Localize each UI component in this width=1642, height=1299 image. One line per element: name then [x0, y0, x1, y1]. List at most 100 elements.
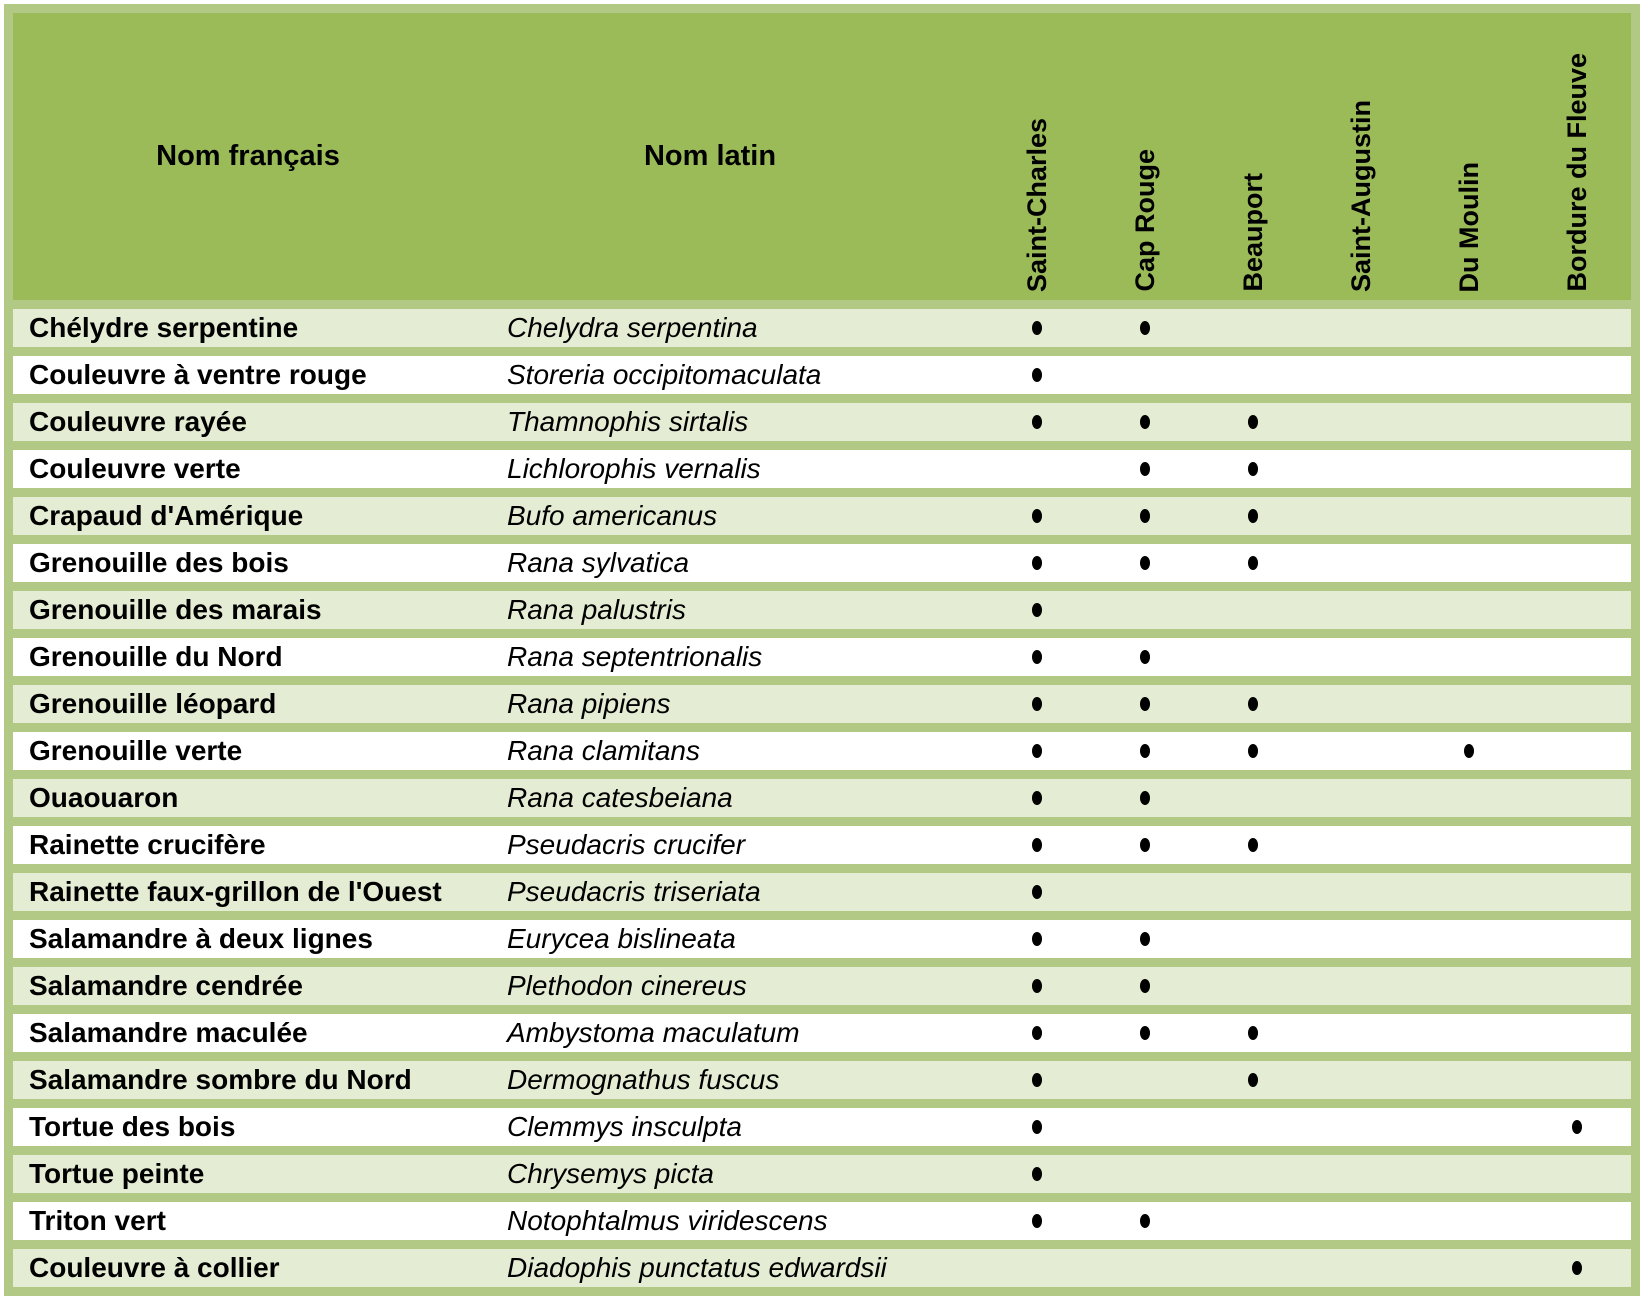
presence-cell-saint-charles [983, 403, 1091, 441]
presence-dot-icon [1140, 744, 1150, 758]
presence-cell-saint-charles [983, 920, 1091, 958]
table-header-row: Nom français Nom latin Saint-Charles Cap … [13, 13, 1631, 300]
presence-cell-saint-augustin [1307, 450, 1415, 488]
presence-dot-icon [1248, 462, 1258, 476]
presence-cell-saint-augustin [1307, 1155, 1415, 1193]
presence-cell-saint-charles [983, 779, 1091, 817]
presence-cell-beauport [1199, 497, 1307, 535]
presence-cell-saint-augustin [1307, 826, 1415, 864]
french-name-text: Crapaud d'Amérique [29, 500, 304, 531]
latin-name-text: Bufo americanus [507, 500, 718, 531]
french-name-cell: Salamandre sombre du Nord [13, 1064, 483, 1096]
presence-dot-icon [1032, 650, 1042, 664]
french-header-label: Nom français [156, 140, 340, 172]
presence-cell-beauport [1199, 309, 1307, 347]
presence-cell-du-moulin [1415, 450, 1523, 488]
presence-cell-bordure-du-fleuve [1523, 497, 1631, 535]
french-name-cell: Tortue des bois [13, 1111, 483, 1143]
table-row: Grenouille des marais Rana palustris [13, 591, 1631, 629]
presence-cell-saint-augustin [1307, 1249, 1415, 1287]
presence-dot-icon [1032, 979, 1042, 993]
column-header-du-moulin: Du Moulin [1415, 13, 1523, 300]
presence-cell-du-moulin [1415, 685, 1523, 723]
presence-cell-bordure-du-fleuve [1523, 1202, 1631, 1240]
french-name-text: Salamandre cendrée [29, 970, 303, 1001]
column-header-bordure-du-fleuve: Bordure du Fleuve [1523, 13, 1631, 300]
french-name-cell: Couleuvre verte [13, 453, 483, 485]
presence-dot-icon [1248, 697, 1258, 711]
presence-cell-saint-charles [983, 1014, 1091, 1052]
presence-cell-du-moulin [1415, 732, 1523, 770]
presence-dot-icon [1032, 932, 1042, 946]
presence-cell-cap-rouge [1091, 920, 1199, 958]
latin-name-cell: Dermognathus fuscus [483, 1064, 983, 1096]
presence-cell-cap-rouge [1091, 1014, 1199, 1052]
french-name-text: Tortue des bois [29, 1111, 236, 1142]
latin-name-text: Rana catesbeiana [507, 782, 733, 813]
presence-cell-saint-charles [983, 544, 1091, 582]
french-name-cell: Rainette crucifère [13, 829, 483, 861]
location-header-label: Bordure du Fleuve [1561, 53, 1592, 292]
presence-cell-beauport [1199, 1061, 1307, 1099]
presence-dot-icon [1140, 462, 1150, 476]
presence-cell-du-moulin [1415, 779, 1523, 817]
presence-cell-du-moulin [1415, 591, 1523, 629]
presence-cell-saint-augustin [1307, 732, 1415, 770]
presence-dot-icon [1032, 1073, 1042, 1087]
presence-dot-icon [1032, 509, 1042, 523]
presence-dot-icon [1140, 321, 1150, 335]
presence-cell-cap-rouge [1091, 1155, 1199, 1193]
presence-cell-bordure-du-fleuve [1523, 1061, 1631, 1099]
french-name-text: Grenouille du Nord [29, 641, 283, 672]
latin-name-cell: Rana clamitans [483, 735, 983, 767]
presence-dot-icon [1032, 885, 1042, 899]
presence-cell-bordure-du-fleuve [1523, 732, 1631, 770]
french-name-cell: Grenouille verte [13, 735, 483, 767]
presence-cell-beauport [1199, 591, 1307, 629]
french-name-cell: Grenouille des marais [13, 594, 483, 626]
presence-cell-saint-augustin [1307, 779, 1415, 817]
presence-cell-beauport [1199, 779, 1307, 817]
latin-name-cell: Rana pipiens [483, 688, 983, 720]
french-name-text: Grenouille léopard [29, 688, 277, 719]
presence-cell-du-moulin [1415, 1061, 1523, 1099]
presence-dot-icon [1140, 415, 1150, 429]
french-name-cell: Triton vert [13, 1205, 483, 1237]
presence-cell-saint-charles [983, 309, 1091, 347]
presence-cell-beauport [1199, 638, 1307, 676]
french-name-text: Couleuvre à ventre rouge [29, 359, 367, 390]
latin-name-cell: Rana palustris [483, 594, 983, 626]
latin-name-text: Notophtalmus viridescens [507, 1205, 828, 1236]
column-header-cap-rouge: Cap Rouge [1091, 13, 1199, 300]
table-row: Salamandre maculée Ambystoma maculatum [13, 1014, 1631, 1052]
presence-cell-saint-charles [983, 356, 1091, 394]
presence-cell-bordure-du-fleuve [1523, 685, 1631, 723]
presence-cell-saint-augustin [1307, 356, 1415, 394]
table-row: Rainette crucifère Pseudacris crucifer [13, 826, 1631, 864]
presence-dot-icon [1032, 603, 1042, 617]
french-name-cell: Salamandre maculée [13, 1017, 483, 1049]
table-row: Crapaud d'Amérique Bufo americanus [13, 497, 1631, 535]
presence-cell-beauport [1199, 1202, 1307, 1240]
presence-dot-icon [1248, 556, 1258, 570]
latin-name-text: Rana pipiens [507, 688, 671, 719]
table-row: Salamandre cendrée Plethodon cinereus [13, 967, 1631, 1005]
table-row: Grenouille léopard Rana pipiens [13, 685, 1631, 723]
french-name-cell: Tortue peinte [13, 1158, 483, 1190]
column-header-beauport: Beauport [1199, 13, 1307, 300]
french-name-text: Tortue peinte [29, 1158, 205, 1189]
presence-cell-cap-rouge [1091, 1108, 1199, 1146]
latin-name-text: Eurycea bislineata [507, 923, 736, 954]
presence-cell-bordure-du-fleuve [1523, 309, 1631, 347]
presence-cell-saint-augustin [1307, 1014, 1415, 1052]
latin-name-cell: Storeria occipitomaculata [483, 359, 983, 391]
french-name-text: Couleuvre rayée [29, 406, 247, 437]
table-row: Grenouille verte Rana clamitans [13, 732, 1631, 770]
presence-cell-saint-charles [983, 638, 1091, 676]
presence-dot-icon [1032, 744, 1042, 758]
presence-cell-bordure-du-fleuve [1523, 779, 1631, 817]
presence-dot-icon [1032, 368, 1042, 382]
presence-cell-cap-rouge [1091, 309, 1199, 347]
presence-cell-bordure-du-fleuve [1523, 356, 1631, 394]
presence-cell-saint-charles [983, 1061, 1091, 1099]
